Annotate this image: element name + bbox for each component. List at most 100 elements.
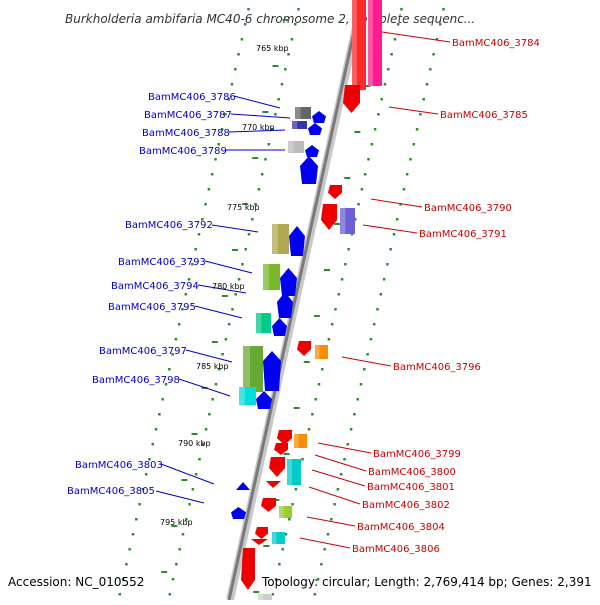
guide-dot	[187, 278, 191, 281]
gene-label-right[interactable]: BamMC406_3784	[452, 38, 540, 49]
guide-dot	[231, 308, 234, 311]
guide-dot	[405, 173, 409, 176]
gene-label-right[interactable]: BamMC406_3802	[362, 500, 450, 511]
guide-dot	[415, 128, 419, 131]
gene-label-left[interactable]: BamMC406_3794	[111, 281, 199, 292]
gene-label-left[interactable]: BamMC406_3788	[142, 128, 230, 139]
gene-label-left[interactable]: BamMC406_3786	[148, 92, 236, 103]
gene-label-left[interactable]: BamMC406_3787	[144, 110, 232, 121]
gene-label-left[interactable]: BamMC406_3789	[139, 146, 227, 157]
gene-label-right[interactable]: BamMC406_3800	[368, 467, 456, 478]
guide-dot	[247, 233, 251, 236]
gene-box	[258, 594, 272, 600]
gene-arrow-reverse	[343, 85, 360, 113]
gene-label-right[interactable]: BamMC406_3801	[367, 482, 455, 493]
guide-dot	[337, 293, 341, 296]
guide-dot	[412, 143, 416, 146]
gene-box-shine	[272, 224, 278, 254]
leader-line-left	[185, 349, 233, 363]
guide-dot	[400, 8, 403, 11]
gene-box-shine	[352, 0, 357, 90]
gene-label-left[interactable]: BamMC406_3793	[118, 257, 206, 268]
guide-dot	[389, 248, 392, 251]
guide-dot	[425, 83, 429, 86]
guide-dot	[382, 278, 386, 281]
guide-dot	[151, 443, 155, 446]
guide-dot	[280, 83, 284, 86]
leader-line-left	[228, 129, 286, 133]
gene-label-left[interactable]: BamMC406_3803	[75, 460, 163, 471]
gene-box	[263, 264, 280, 290]
gene-label-left[interactable]: BamMC406_3795	[108, 302, 196, 313]
leader-line-right	[311, 469, 366, 487]
guide-dot	[297, 8, 300, 11]
gene-arrow-reverse	[266, 481, 281, 488]
guide-dot	[278, 563, 281, 566]
guide-dot	[174, 338, 178, 341]
gene-box	[243, 346, 263, 392]
gene-arrow-reverse	[274, 443, 288, 455]
guide-dot	[188, 503, 191, 506]
gene-label-right[interactable]: BamMC406_3785	[440, 110, 528, 121]
guide-dot	[217, 143, 221, 146]
guide-dot	[284, 533, 288, 536]
gene-features	[231, 0, 382, 600]
gene-box	[272, 532, 285, 544]
guide-dot	[211, 398, 214, 401]
guide-dot	[257, 188, 261, 191]
guide-dot	[234, 68, 237, 71]
gene-label-right[interactable]: BamMC406_3806	[352, 544, 440, 555]
axis-tick-label: 790 kbp	[178, 439, 211, 448]
leader-line-left	[197, 284, 247, 294]
guide-dot	[359, 383, 363, 386]
guide-dot	[194, 248, 197, 251]
guide-dot	[356, 398, 359, 401]
gene-arrow-reverse	[241, 548, 255, 590]
guide-dot	[125, 563, 128, 566]
guide-dot	[293, 23, 297, 26]
gene-box-shine	[340, 208, 346, 234]
guide-dot	[301, 458, 304, 461]
gene-box-shine	[263, 264, 269, 290]
leader-line-right	[317, 442, 372, 454]
gene-box	[292, 121, 307, 129]
guide-dot	[214, 383, 218, 386]
guide-dot	[191, 263, 194, 266]
leader-line-right	[388, 106, 439, 115]
guide-dot	[118, 593, 122, 596]
guide-dot	[247, 8, 250, 11]
gene-arrow-reverse	[321, 204, 337, 230]
gene-label-right[interactable]: BamMC406_3799	[373, 449, 461, 460]
gene-arrow-forward	[289, 226, 305, 256]
guide-dot	[220, 128, 224, 131]
guide-dot	[210, 173, 214, 176]
gene-label-left[interactable]: BamMC406_3792	[125, 220, 213, 231]
gene-label-right[interactable]: BamMC406_3791	[419, 229, 507, 240]
gene-label-left[interactable]: BamMC406_3797	[99, 346, 187, 357]
guide-dot	[327, 338, 331, 341]
guide-dot	[230, 83, 234, 86]
gene-box-shine	[239, 387, 245, 405]
guide-dot	[194, 473, 198, 476]
guide-dot	[274, 578, 278, 581]
gene-label-right[interactable]: BamMC406_3796	[393, 362, 481, 373]
leader-line-right	[308, 486, 361, 505]
guide-dot	[399, 203, 402, 206]
guide-dot	[313, 593, 317, 596]
gene-label-right[interactable]: BamMC406_3804	[357, 522, 445, 533]
gene-label-right[interactable]: BamMC406_3790	[424, 203, 512, 214]
gene-label-left[interactable]: BamMC406_3805	[67, 486, 155, 497]
gene-label-left[interactable]: BamMC406_3798	[92, 375, 180, 386]
guide-dot	[347, 248, 350, 251]
axis-tick-label: 795 kbp	[160, 518, 193, 527]
guide-dot	[240, 38, 244, 41]
guide-dot	[224, 113, 227, 116]
gene-box	[368, 0, 382, 86]
gene-box	[239, 387, 256, 405]
guide-dot	[392, 233, 396, 236]
leader-line-left	[204, 260, 253, 274]
guide-dot	[227, 323, 231, 326]
guide-dot	[435, 38, 439, 41]
guide-dot	[360, 188, 364, 191]
gene-arrow-forward	[312, 111, 326, 123]
